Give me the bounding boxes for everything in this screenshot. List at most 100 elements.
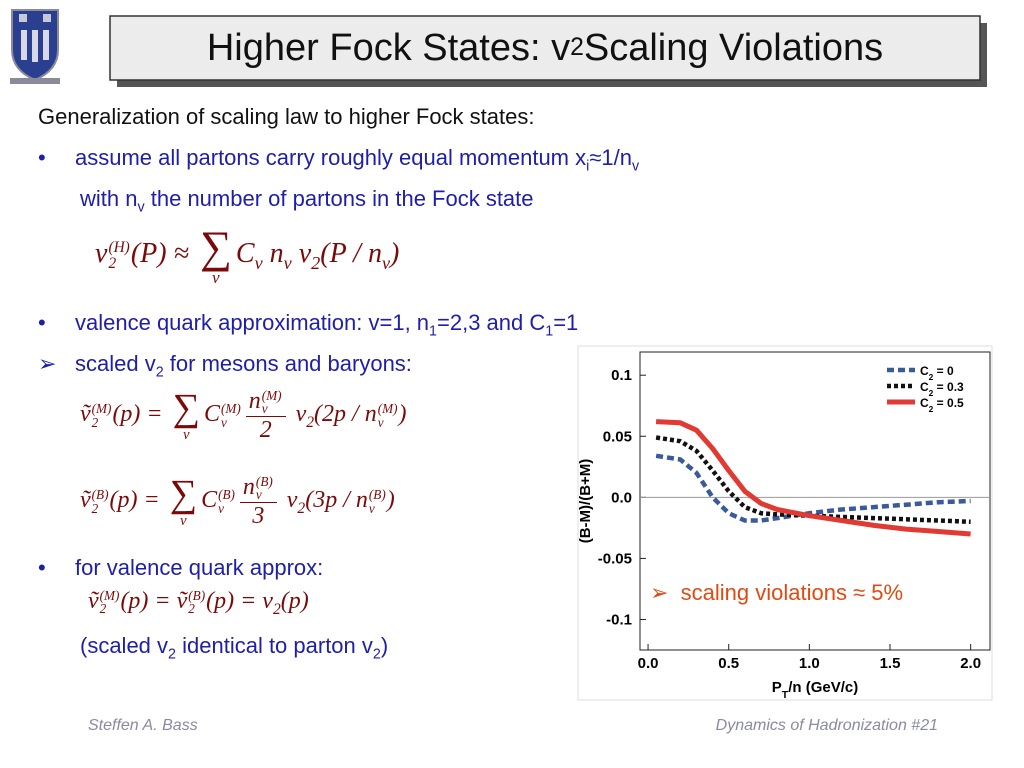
- text-run: v: [289, 401, 307, 428]
- subscript: ν: [255, 487, 262, 503]
- bullet-text: for valence quark approx:: [75, 555, 323, 581]
- subscript: 2: [306, 413, 315, 431]
- superscript: (M): [91, 401, 112, 417]
- text-run: v: [291, 238, 312, 270]
- subscript: 2: [570, 34, 584, 61]
- text-run: ): [390, 238, 400, 270]
- text-run: /n (GeV/c): [788, 679, 858, 696]
- subscript: 2: [272, 600, 281, 618]
- plot-area: [639, 351, 991, 651]
- superscript: (B): [368, 487, 386, 503]
- superscript: (B): [218, 487, 235, 503]
- subscript: 2: [311, 252, 321, 273]
- note: (scaled v2 identical to parton v2): [80, 633, 388, 662]
- denominator: 3: [252, 503, 264, 529]
- text-run: =1: [553, 310, 579, 335]
- subscript: 2: [929, 404, 934, 414]
- subscript: 2: [929, 372, 934, 382]
- footer-course: Dynamics of Hadronization #21: [715, 717, 938, 734]
- subscript: 2: [929, 388, 934, 398]
- bullet-text: assume all partons carry roughly equal m…: [75, 145, 639, 174]
- operator: ∑ ν: [170, 475, 197, 528]
- subscript: ν: [368, 500, 375, 516]
- text-run: ṽ: [80, 401, 91, 428]
- y-tick-label: -0.1: [606, 611, 632, 628]
- text-run: n: [242, 474, 255, 500]
- text-run: C: [920, 380, 929, 394]
- script-stack: (M) ν: [377, 401, 398, 430]
- subscript: 1: [545, 323, 554, 340]
- subscript: 2: [372, 646, 381, 663]
- intro: Generalization of scaling law to higher …: [38, 104, 534, 130]
- x-tick-label: 1.0: [799, 655, 820, 672]
- subscript: 2: [188, 601, 195, 617]
- bullet-marker: ➢: [38, 351, 57, 376]
- text-run: n: [262, 238, 284, 270]
- equation: ṽ (B) 2 (p) = ∑ ν C (B) ν n (B) ν 3 v2(3p / n (B) ν): [80, 474, 395, 529]
- text-run: ṽ: [80, 487, 91, 514]
- script-stack: (B) ν: [218, 487, 235, 515]
- bullet-marker: •: [38, 555, 46, 580]
- fraction: n (M) ν 2: [245, 388, 286, 443]
- y-tick-label: 0.1: [611, 367, 632, 384]
- numerator: n (M) ν: [245, 388, 286, 417]
- y-tick-label: -0.05: [598, 550, 632, 567]
- equation: ṽ (M) 2 (p) = ∑ ν C (M) ν n (M) ν 2 v2(2p / n (M) ν): [80, 388, 406, 443]
- subscript: 2: [91, 500, 99, 516]
- text-run: v: [280, 487, 298, 514]
- annotation: ➢ scaling violations ≈ 5%: [650, 580, 903, 606]
- operator-index: ν: [212, 267, 220, 287]
- text-run: with n: [80, 186, 138, 211]
- operator: ∑ ν: [200, 225, 232, 287]
- data-line: [655, 435, 971, 525]
- subscript: 1: [429, 323, 437, 340]
- legend-label: C2 = 0.5: [920, 396, 964, 414]
- text-run: 2: [259, 416, 272, 443]
- text-run: n: [248, 388, 261, 414]
- text-run: v: [95, 238, 108, 270]
- subscript: ν: [261, 401, 268, 417]
- subscript: 2: [155, 364, 164, 381]
- text-run: (p) = v: [206, 588, 273, 614]
- subscript: 2: [91, 414, 99, 430]
- superscript: (M): [377, 401, 398, 417]
- script-stack: (B) 2: [188, 589, 205, 617]
- text-run: Scaling Violations: [583, 26, 884, 69]
- text-run: C: [920, 364, 929, 378]
- title-box: [109, 15, 981, 81]
- data-line: [655, 453, 971, 523]
- text-run: C: [201, 487, 218, 514]
- subscript: ν: [377, 414, 384, 430]
- bullet-text: scaled v2 for mesons and baryons:: [75, 351, 412, 380]
- subscript: T: [782, 689, 789, 701]
- subscript: 2: [297, 499, 306, 517]
- logo: [10, 9, 60, 84]
- footer-author: Steffen A. Bass: [88, 717, 198, 734]
- text-run: ): [386, 487, 395, 514]
- denominator: 2: [260, 417, 272, 443]
- script-stack: (B) ν: [255, 475, 273, 503]
- operator-symbol: ∑: [169, 473, 198, 516]
- operator-index: ν: [180, 512, 187, 529]
- x-tick-label: 0.0: [638, 655, 659, 672]
- text-run: for mesons and baryons:: [163, 351, 412, 376]
- script-stack: (H) 2: [108, 240, 129, 271]
- subscript: ν: [381, 252, 391, 273]
- text-run: (P / n: [320, 238, 382, 270]
- text-run: (p) = ṽ: [120, 588, 188, 614]
- bullet-text: with nv the number of partons in the Foc…: [80, 186, 534, 215]
- text-run: (p) =: [109, 487, 166, 514]
- subscript: 2: [99, 601, 107, 617]
- y-tick-label: 0.0: [611, 489, 632, 506]
- text-run: assume all partons carry roughly equal m…: [75, 145, 587, 170]
- subscript: ν: [254, 252, 263, 273]
- text-run: (p): [280, 588, 309, 614]
- fraction: n (B) ν 3: [239, 474, 277, 529]
- annotation-text: scaling violations ≈ 5%: [680, 580, 904, 605]
- text-run: ṽ: [88, 588, 99, 614]
- legend-label: C2 = 0.3: [920, 380, 964, 398]
- y-tick-label: 0.05: [603, 428, 632, 445]
- text-run: identical to parton v: [176, 633, 373, 658]
